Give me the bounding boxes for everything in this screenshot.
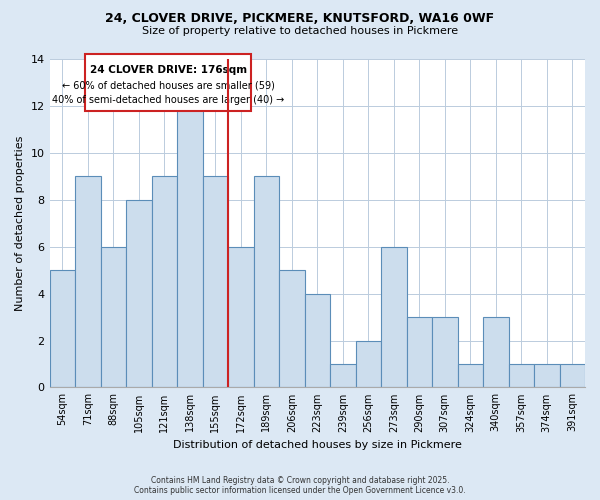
Text: 24 CLOVER DRIVE: 176sqm: 24 CLOVER DRIVE: 176sqm — [89, 65, 247, 75]
Bar — [203, 176, 228, 388]
Bar — [305, 294, 330, 388]
Bar — [356, 340, 381, 388]
Text: ← 60% of detached houses are smaller (59): ← 60% of detached houses are smaller (59… — [62, 80, 275, 90]
Bar — [381, 246, 407, 388]
Bar — [177, 106, 203, 388]
X-axis label: Distribution of detached houses by size in Pickmere: Distribution of detached houses by size … — [173, 440, 462, 450]
Text: 24, CLOVER DRIVE, PICKMERE, KNUTSFORD, WA16 0WF: 24, CLOVER DRIVE, PICKMERE, KNUTSFORD, W… — [106, 12, 494, 26]
Bar — [483, 317, 509, 388]
Bar — [432, 317, 458, 388]
Bar — [50, 270, 75, 388]
FancyBboxPatch shape — [85, 54, 251, 110]
Bar — [534, 364, 560, 388]
Text: Size of property relative to detached houses in Pickmere: Size of property relative to detached ho… — [142, 26, 458, 36]
Bar — [458, 364, 483, 388]
Bar — [75, 176, 101, 388]
Bar — [152, 176, 177, 388]
Y-axis label: Number of detached properties: Number of detached properties — [15, 136, 25, 311]
Text: Contains HM Land Registry data © Crown copyright and database right 2025.
Contai: Contains HM Land Registry data © Crown c… — [134, 476, 466, 495]
Bar — [509, 364, 534, 388]
Bar — [407, 317, 432, 388]
Bar — [228, 246, 254, 388]
Bar — [254, 176, 279, 388]
Bar — [560, 364, 585, 388]
Bar — [126, 200, 152, 388]
Bar — [330, 364, 356, 388]
Text: 40% of semi-detached houses are larger (40) →: 40% of semi-detached houses are larger (… — [52, 96, 284, 106]
Bar — [279, 270, 305, 388]
Bar — [101, 246, 126, 388]
